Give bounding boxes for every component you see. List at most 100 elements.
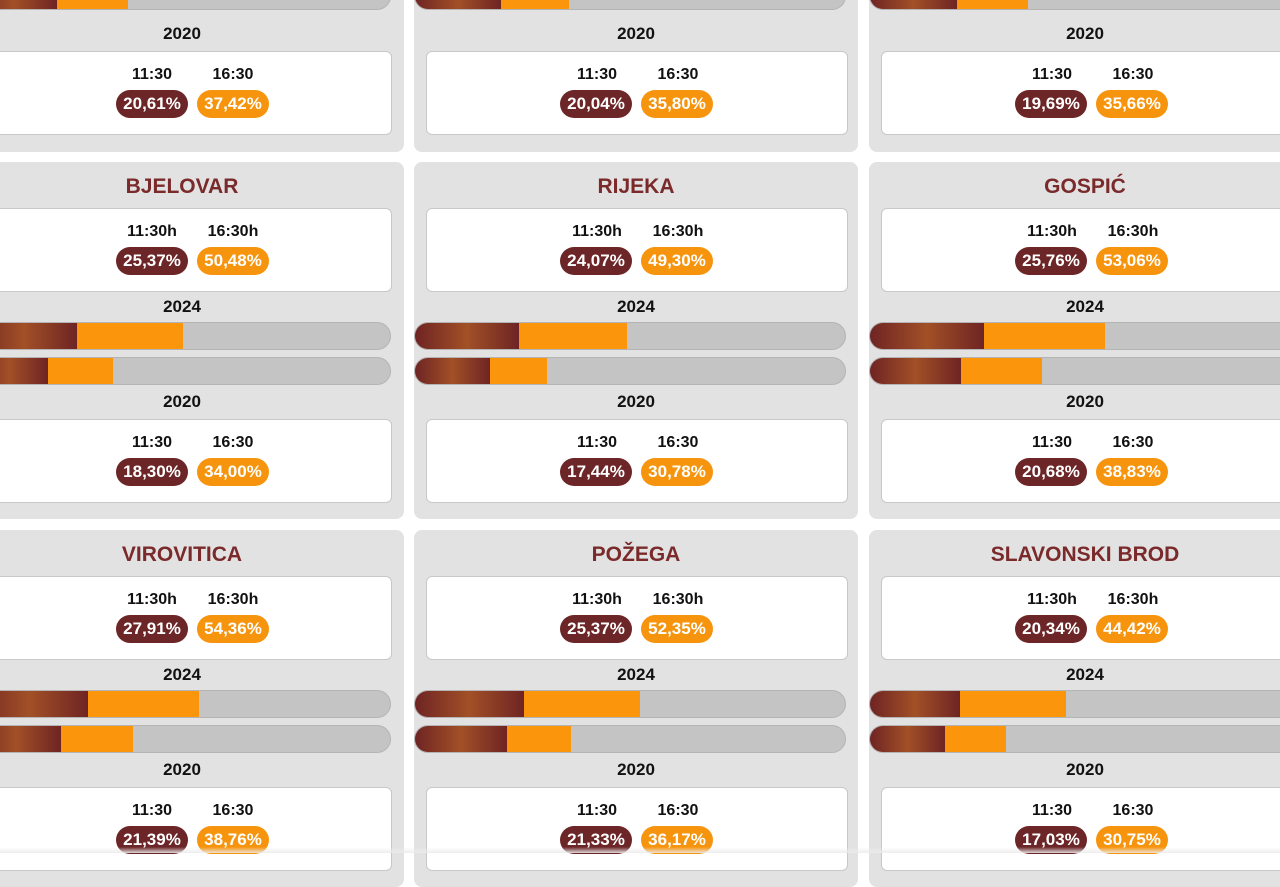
turnout-box-2020: 11:30 16:30 18,30% 34,00% <box>0 419 392 503</box>
time-label-1130: 11:30h <box>572 591 622 608</box>
city-title: BJELOVAR <box>125 175 239 198</box>
time-label-1130: 11:30 <box>131 434 173 451</box>
bar-segment-1630 <box>524 691 641 717</box>
bar-2020 <box>869 0 1280 10</box>
bar-2020 <box>414 725 846 753</box>
turnout-box-2024: 11:30h 16:30h 24,07% 49,30% <box>426 208 848 292</box>
time-label-1130: 11:30 <box>576 802 618 819</box>
year-label-2020: 2020 <box>163 760 201 779</box>
turnout-1130-badge: 20,34% <box>1015 615 1087 643</box>
time-label-1630: 16:30 <box>657 66 699 83</box>
time-label-1630: 16:30h <box>207 223 259 240</box>
time-label-1130: 11:30 <box>576 66 618 83</box>
city-card-pozega: POŽEGA 11:30h 16:30h 25,37% 52,35% 2024 2020 11… <box>414 530 858 887</box>
turnout-1630-badge: 35,66% <box>1096 90 1168 118</box>
bar-segment-1630 <box>489 358 548 384</box>
year-label-2020: 2020 <box>617 392 655 411</box>
time-label-1130: 11:30h <box>1027 591 1077 608</box>
year-label-2020: 2020 <box>617 24 655 43</box>
bar-segment-1630 <box>57 0 128 9</box>
year-label-2020: 2020 <box>617 760 655 779</box>
bar-2020 <box>0 0 391 10</box>
year-label-2020: 2020 <box>1066 760 1104 779</box>
bar-2024 <box>414 690 846 718</box>
time-label-1630: 16:30 <box>212 66 254 83</box>
year-label-2020: 2020 <box>1066 392 1104 411</box>
turnout-1630-badge: 38,83% <box>1096 458 1168 486</box>
time-label-1130: 11:30h <box>1027 223 1077 240</box>
bar-segment-1130 <box>0 323 78 349</box>
bar-segment-1630 <box>959 691 1067 717</box>
turnout-1130-badge: 25,37% <box>116 247 188 275</box>
turnout-1130-badge: 20,61% <box>116 90 188 118</box>
year-label-2024: 2024 <box>1066 665 1104 684</box>
time-label-1630: 16:30h <box>652 591 704 608</box>
bar-segment-1130 <box>0 0 58 9</box>
time-label-1130: 11:30 <box>576 434 618 451</box>
bar-segment-1130 <box>870 726 946 752</box>
bar-2020 <box>869 725 1280 753</box>
year-label-2024: 2024 <box>617 665 655 684</box>
turnout-box-2024: 11:30h 16:30h 27,91% 54,36% <box>0 576 392 660</box>
bar-segment-1630 <box>945 726 1006 752</box>
turnout-1130-badge: 19,69% <box>1015 90 1087 118</box>
time-label-1130: 11:30h <box>127 591 177 608</box>
bar-2024 <box>0 690 391 718</box>
bar-segment-1130 <box>415 323 519 349</box>
city-card-top-2: 2020 11:30 16:30 20,04% 35,80% <box>414 0 858 152</box>
bar-segment-1630 <box>87 691 199 717</box>
turnout-box-2020: 11:30 16:30 21,33% 36,17% <box>426 787 848 871</box>
year-label-2024: 2024 <box>163 297 201 316</box>
time-label-1630: 16:30h <box>652 223 704 240</box>
bar-2024 <box>869 690 1280 718</box>
year-label-2020: 2020 <box>163 24 201 43</box>
turnout-1130-badge: 17,44% <box>560 458 632 486</box>
bar-segment-1630 <box>60 726 134 752</box>
year-label-2024: 2024 <box>163 665 201 684</box>
turnout-1630-badge: 49,30% <box>641 247 713 275</box>
turnout-box-2020: 11:30 16:30 17,44% 30,78% <box>426 419 848 503</box>
bar-segment-1130 <box>415 726 507 752</box>
turnout-1630-badge: 37,42% <box>197 90 269 118</box>
city-card-gospic: GOSPIĆ 11:30h 16:30h 25,76% 53,06% 2024 2020 11… <box>869 162 1280 519</box>
turnout-1130-badge: 20,68% <box>1015 458 1087 486</box>
time-label-1630: 16:30 <box>1112 66 1154 83</box>
turnout-box-2024: 11:30h 16:30h 25,37% 50,48% <box>0 208 392 292</box>
bar-segment-1130 <box>0 691 88 717</box>
city-card-top-1: 2020 11:30 16:30 20,61% 37,42% <box>0 0 404 152</box>
bar-2020 <box>0 357 391 385</box>
turnout-box-2020: 11:30 16:30 20,61% 37,42% <box>0 51 392 135</box>
turnout-box-2024: 11:30h 16:30h 25,37% 52,35% <box>426 576 848 660</box>
time-label-1630: 16:30h <box>207 591 259 608</box>
city-title: POŽEGA <box>591 543 681 566</box>
city-title: VIROVITICA <box>121 543 243 566</box>
year-label-2024: 2024 <box>1066 297 1104 316</box>
bar-segment-1130 <box>870 358 962 384</box>
bar-segment-1130 <box>870 0 958 9</box>
time-label-1630: 16:30h <box>1107 591 1159 608</box>
turnout-1130-badge: 25,37% <box>560 615 632 643</box>
time-label-1630: 16:30 <box>212 802 254 819</box>
time-label-1630: 16:30 <box>1112 802 1154 819</box>
time-label-1630: 16:30 <box>212 434 254 451</box>
turnout-box-2020: 11:30 16:30 17,03% 30,75% <box>881 787 1280 871</box>
bar-2020 <box>0 725 391 753</box>
turnout-1130-badge: 25,76% <box>1015 247 1087 275</box>
bar-2024 <box>0 322 391 350</box>
time-label-1130: 11:30 <box>1031 66 1073 83</box>
turnout-box-2020: 11:30 16:30 21,39% 38,76% <box>0 787 392 871</box>
turnout-1130-badge: 24,07% <box>560 247 632 275</box>
bar-segment-1630 <box>957 0 1028 9</box>
bar-segment-1130 <box>415 691 525 717</box>
time-label-1630: 16:30 <box>1112 434 1154 451</box>
city-card-top-3: 2020 11:30 16:30 19,69% 35,66% <box>869 0 1280 152</box>
bar-segment-1130 <box>870 691 960 717</box>
bar-segment-1630 <box>518 323 627 349</box>
year-label-2024: 2024 <box>617 297 655 316</box>
time-label-1630: 16:30 <box>657 802 699 819</box>
time-label-1130: 11:30h <box>572 223 622 240</box>
bar-2024 <box>414 322 846 350</box>
bar-segment-1630 <box>961 358 1042 384</box>
city-card-slavonski-brod: SLAVONSKI BROD 11:30h 16:30h 20,34% 44,42% 20… <box>869 530 1280 887</box>
time-label-1130: 11:30 <box>1031 434 1073 451</box>
